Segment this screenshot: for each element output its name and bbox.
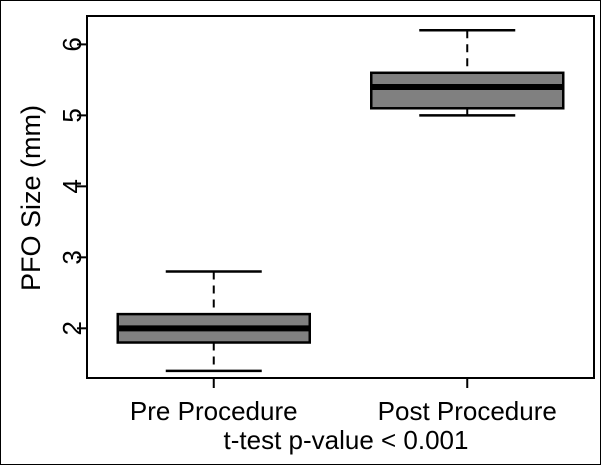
y-tick-label-4: 4: [57, 179, 87, 193]
box-pre-procedure: [116, 270, 311, 373]
x-axis-labels: Pre Procedure Post Procedure: [130, 378, 557, 426]
plot-area: [86, 15, 595, 379]
y-axis-label: PFO Size (mm): [16, 105, 46, 291]
x-axis-title: t-test p-value < 0.001: [224, 425, 469, 455]
boxes: [116, 28, 565, 373]
y-tick-label-3: 3: [57, 250, 87, 264]
x-tick-label-pre-procedure: Pre Procedure: [130, 396, 298, 426]
y-axis: 2 3 4 5 6: [57, 37, 87, 335]
y-tick-label-2: 2: [57, 321, 87, 335]
y-tick-label-5: 5: [57, 108, 87, 122]
box-post-procedure: [370, 28, 565, 117]
iqr-box: [370, 71, 565, 110]
y-tick-label-6: 6: [57, 37, 87, 51]
x-tick-label-post-procedure: Post Procedure: [378, 396, 557, 426]
